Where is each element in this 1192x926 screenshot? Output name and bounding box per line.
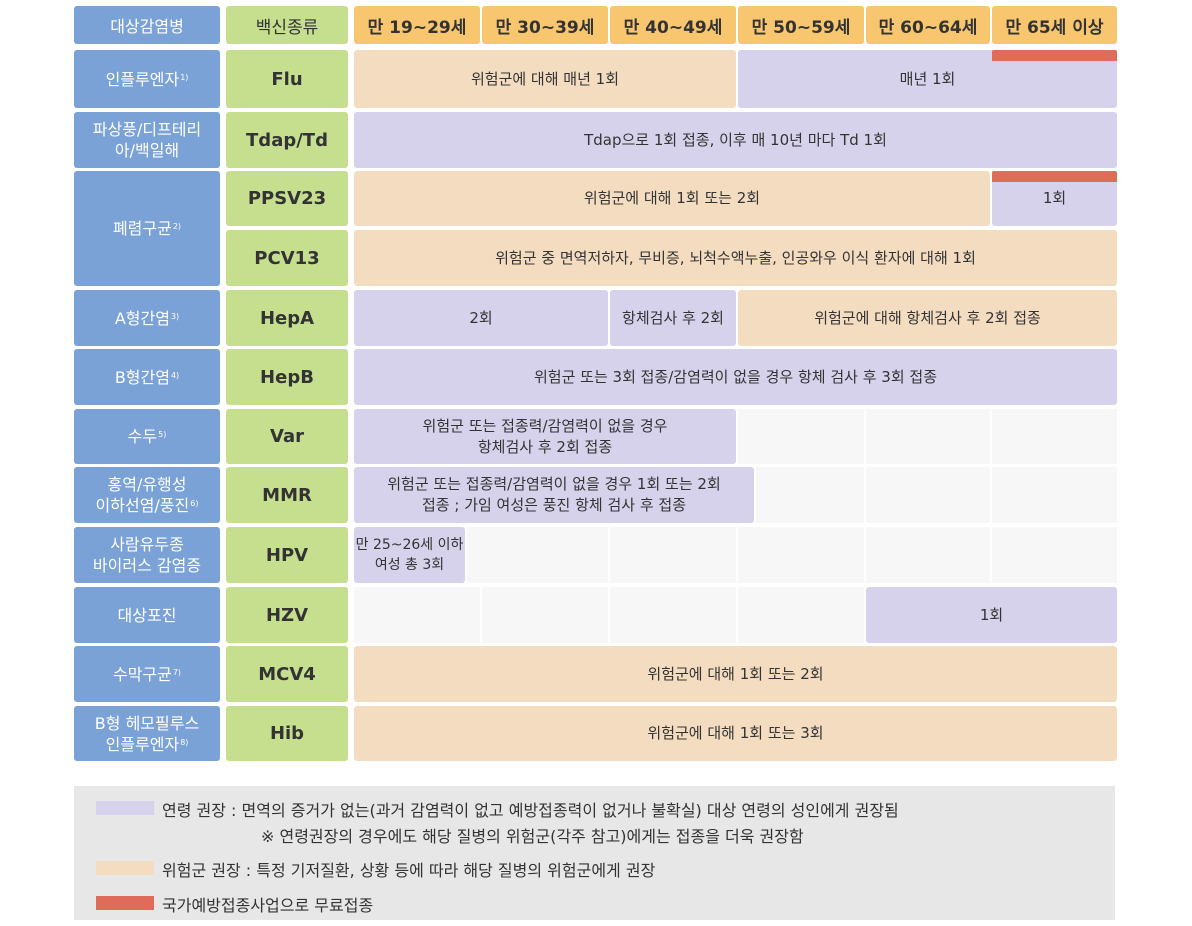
hepa-age-bar: 2회: [354, 290, 608, 346]
header-vaccine: 백신종류: [226, 6, 348, 44]
vaccine-hpv: HPV: [226, 527, 348, 583]
vaccine-hib: Hib: [226, 706, 348, 761]
hepa-age-test-bar: 항체검사 후 2회: [610, 290, 736, 346]
vaccine-mmr: MMR: [226, 467, 348, 523]
hepa-risk-bar: 위험군에 대해 항체검사 후 2회 접종: [738, 290, 1117, 346]
vaccine-tdap: Tdap/Td: [226, 112, 348, 168]
tdap-age-bar: Tdap으로 1회 접종, 이후 매 10년 마다 Td 1회: [354, 112, 1117, 168]
vaccine-hzv: HZV: [226, 587, 348, 643]
legend-swatch-free: [96, 896, 154, 910]
mmr-empty-50-59: [756, 467, 864, 523]
hpv-empty-50-59: [738, 527, 864, 583]
hzv-empty-30-39: [482, 587, 608, 643]
legend-free: 국가예방접종사업으로 무료접종: [162, 896, 374, 915]
header-age-19-29: 만 19~29세: [354, 6, 480, 44]
legend: [74, 786, 1115, 920]
hpv-empty-65-plus: [992, 527, 1117, 583]
hepb-age-bar: 위험군 또는 3회 접종/감염력이 없을 경우 항체 검사 후 3회 접종: [354, 349, 1117, 405]
legend-risk-recommended: 위험군 권장 : 특정 기저질환, 상황 등에 따라 해당 질병의 위험군에게 …: [162, 861, 656, 880]
hpv-empty-30-39: [467, 527, 608, 583]
ppsv-risk-bar: 위험군에 대해 1회 또는 2회: [354, 171, 990, 226]
hzv-empty-50-59: [738, 587, 864, 643]
hpv-empty-60-64: [866, 527, 990, 583]
mcv-risk-bar: 위험군에 대해 1회 또는 2회: [354, 646, 1117, 702]
mmr-age-bar: 위험군 또는 접종력/감염력이 없을 경우 1회 또는 2회 접종 ; 가임 여성…: [354, 467, 754, 523]
var-empty-65-plus: [992, 409, 1117, 464]
hpv-empty-40-49: [610, 527, 736, 583]
legend-swatch-age-recommended: [96, 801, 154, 815]
disease-tdap: 파상풍/디프테리 아/백일해: [74, 112, 220, 168]
vaccine-flu: Flu: [226, 50, 348, 108]
header-age-60-64: 만 60~64세: [866, 6, 990, 44]
vaccine-mcv4: MCV4: [226, 646, 348, 702]
legend-swatch-risk-recommended: [96, 861, 154, 875]
disease-hib: B형 헤모필루스 인플루엔자8): [74, 706, 220, 761]
hpv-age-bar: 만 25~26세 이하 여성 총 3회: [354, 527, 465, 583]
vaccine-ppsv23: PPSV23: [226, 171, 348, 226]
vaccine-hepb: HepB: [226, 349, 348, 405]
vaccine-var: Var: [226, 409, 348, 464]
var-age-bar: 위험군 또는 접종력/감염력이 없을 경우 항체검사 후 2회 접종: [354, 409, 736, 464]
var-empty-50-59: [738, 409, 864, 464]
header-age-50-59: 만 50~59세: [738, 6, 864, 44]
disease-hepatitis-b: B형간염4): [74, 349, 220, 405]
vaccine-hepa: HepA: [226, 290, 348, 346]
header-age-30-39: 만 30~39세: [482, 6, 608, 44]
mmr-empty-60-64: [866, 467, 990, 523]
disease-hpv: 사람유두종 바이러스 감염증: [74, 527, 220, 583]
header-age-40-49: 만 40~49세: [610, 6, 736, 44]
disease-herpes-zoster: 대상포진: [74, 587, 220, 643]
hzv-empty-40-49: [610, 587, 736, 643]
header-disease: 대상감염병: [74, 6, 220, 44]
ppsv-free-marker: [992, 171, 1117, 182]
disease-varicella: 수두5): [74, 409, 220, 464]
mmr-empty-65-plus: [992, 467, 1117, 523]
disease-pneumococcus: 폐렴구균2): [74, 171, 220, 286]
disease-influenza: 인플루엔자1): [74, 50, 220, 108]
legend-age-recommended-note: ※ 연령권장의 경우에도 해당 질병의 위험군(각주 참고)에게는 접종을 더욱…: [261, 827, 804, 846]
vaccine-pcv13: PCV13: [226, 230, 348, 286]
disease-mmr: 홍역/유행성 이하선염/풍진6): [74, 467, 220, 523]
flu-free-marker: [992, 50, 1117, 61]
pcv-risk-bar: 위험군 중 면역저하자, 무비증, 뇌척수액누출, 인공와우 이식 환자에 대해…: [354, 230, 1117, 286]
hib-risk-bar: 위험군에 대해 1회 또는 3회: [354, 706, 1117, 761]
disease-hepatitis-a: A형간염3): [74, 290, 220, 346]
header-age-65-plus: 만 65세 이상: [992, 6, 1117, 44]
flu-risk-bar: 위험군에 대해 매년 1회: [354, 50, 736, 108]
legend-age-recommended: 연령 권장 : 면역의 증거가 없는(과거 감염력이 없고 예방접종력이 없거나…: [162, 801, 899, 820]
disease-meningococcus: 수막구균7): [74, 646, 220, 702]
hzv-age-bar: 1회: [866, 587, 1117, 643]
hzv-empty-19-29: [354, 587, 480, 643]
var-empty-60-64: [866, 409, 990, 464]
